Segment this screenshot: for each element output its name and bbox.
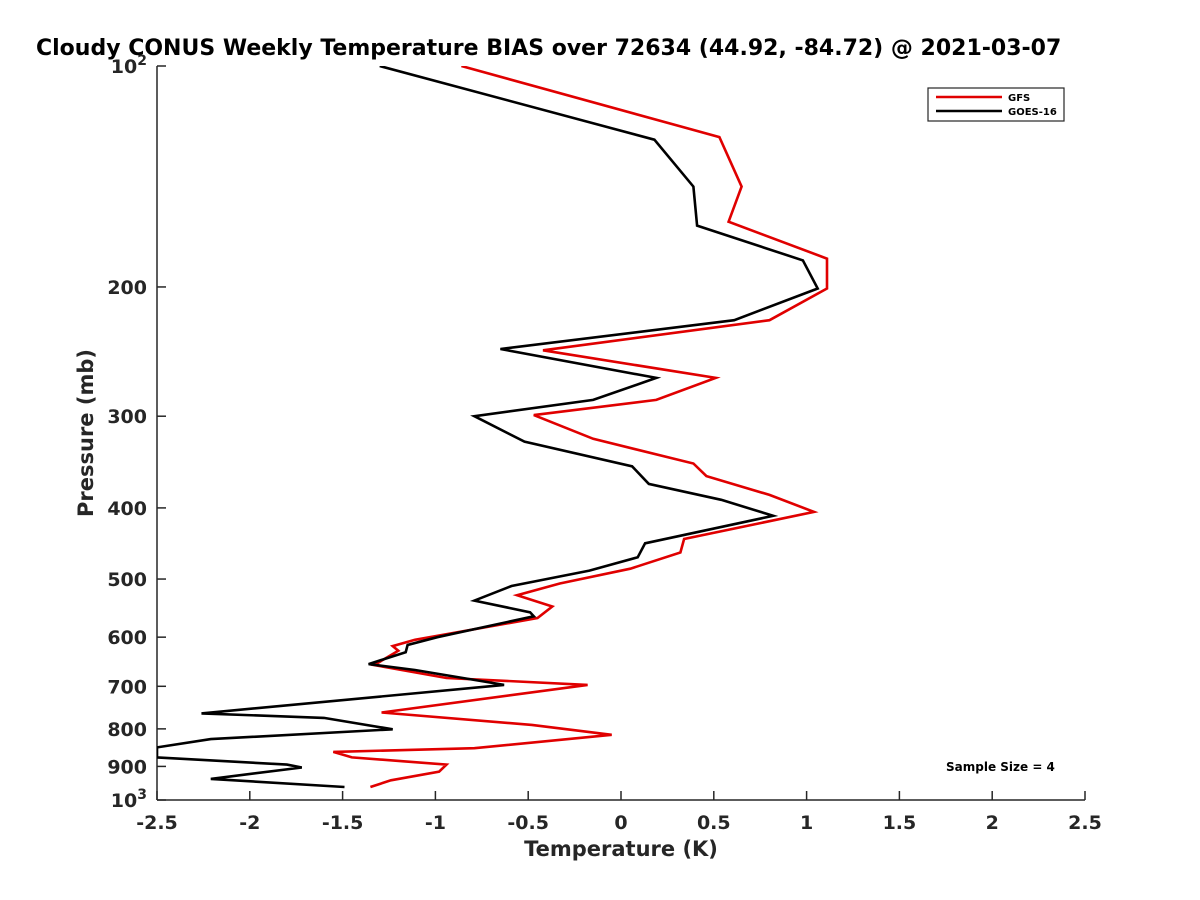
series-layer: [157, 66, 829, 789]
legend-label-gfs: GFS: [1008, 93, 1030, 104]
y-tick-label: 102: [111, 53, 147, 78]
y-tick-label: 600: [107, 627, 147, 649]
axes: -2.5 -2 -1.5 -1 -0.5 0 0.5 1 1.5 2 2.5 102 200 300 400…: [107, 53, 1102, 834]
x-tick-label: 0.5: [697, 812, 731, 834]
x-tick-label: -1.5: [322, 812, 364, 834]
x-tick-label: 2: [986, 812, 999, 834]
y-tick-label: 700: [107, 676, 147, 698]
series-line-goes-16: [157, 66, 820, 789]
y-tick-label: 200: [107, 277, 147, 299]
y-tick-label: 800: [107, 719, 147, 741]
legend: GFS GOES-16: [927, 87, 1065, 122]
y-axis-label: Pressure (mb): [74, 349, 98, 517]
x-tick-label: 0: [614, 812, 627, 834]
x-tick-label: -1: [425, 812, 446, 834]
x-tick-label: -2: [239, 812, 260, 834]
x-axis-label: Temperature (K): [524, 837, 718, 861]
sample-size-annotation: Sample Size = 4: [946, 760, 1055, 774]
y-tick-label: 900: [107, 756, 147, 778]
chart-title: Cloudy CONUS Weekly Temperature BIAS ove…: [36, 36, 1061, 61]
x-tick-label: -0.5: [507, 812, 549, 834]
y-tick-label: 300: [107, 406, 147, 428]
x-tick-label: -2.5: [136, 812, 178, 834]
plot-area: [157, 66, 1085, 800]
x-tick-label: 1: [800, 812, 813, 834]
x-tick-label: 2.5: [1068, 812, 1102, 834]
legend-box: [927, 87, 1065, 122]
y-tick-label: 400: [107, 498, 147, 520]
y-tick-label: 103: [111, 787, 147, 812]
series-line-gfs: [332, 66, 829, 789]
y-tick-label: 500: [107, 569, 147, 591]
legend-label-goes-16: GOES-16: [1008, 107, 1057, 118]
x-tick-label: 1.5: [883, 812, 917, 834]
